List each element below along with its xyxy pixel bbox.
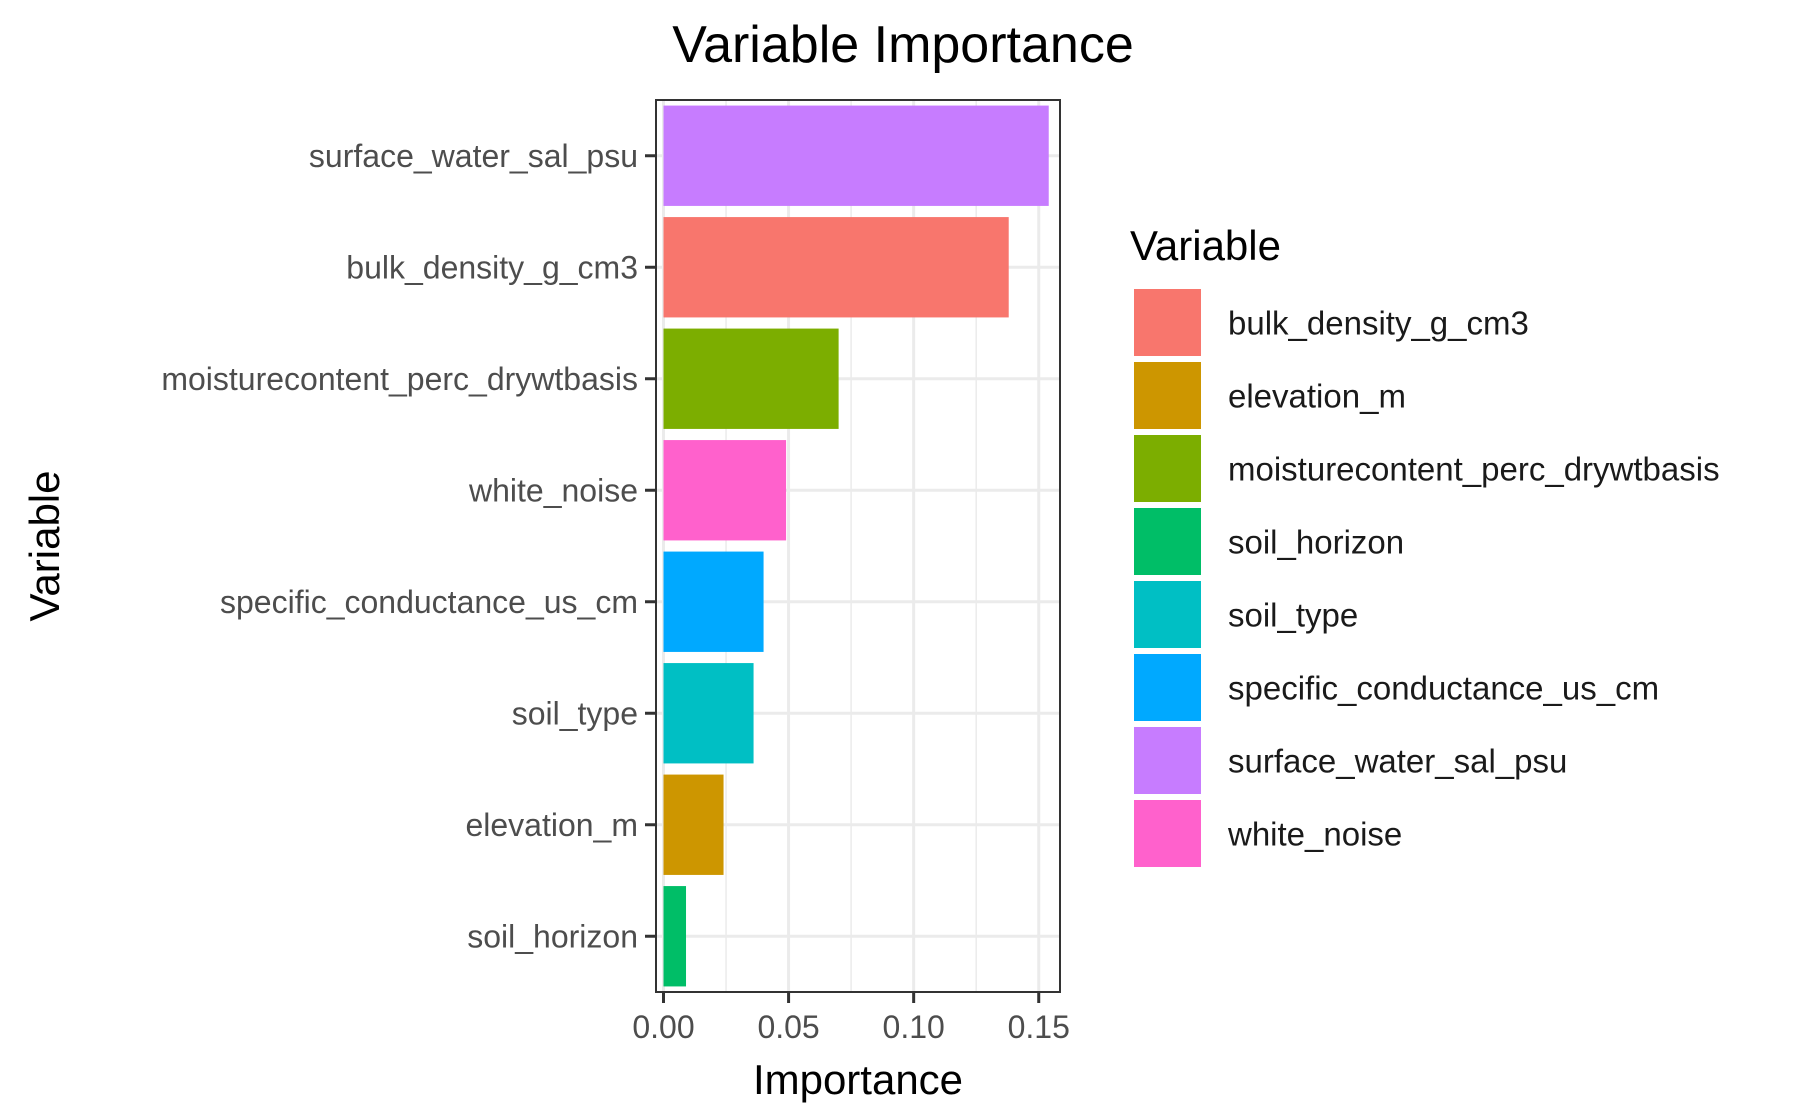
plot-panel xyxy=(655,99,1061,993)
bar-white-noise xyxy=(663,440,787,541)
bar-specific-conductance-us-cm xyxy=(663,551,764,652)
bar-soil-horizon xyxy=(663,886,687,987)
legend-label: soil_horizon xyxy=(1228,524,1404,561)
y-tick-label: moisturecontent_perc_drywtbasis xyxy=(161,361,638,397)
bar-bulk-density-g-cm3 xyxy=(663,217,1009,318)
legend-title: Variable xyxy=(1130,222,1281,269)
legend-key-white-noise xyxy=(1134,800,1201,867)
y-tick-label: specific_conductance_us_cm xyxy=(220,584,638,620)
legend-label: elevation_m xyxy=(1228,378,1406,415)
legend-label: specific_conductance_us_cm xyxy=(1228,670,1659,707)
x-tick-label: 0.05 xyxy=(757,1009,819,1045)
y-tick-label: white_noise xyxy=(468,472,638,508)
y-tick-label: soil_type xyxy=(512,695,638,731)
bar-surface-water-sal-psu xyxy=(663,105,1049,206)
bar-elevation-m xyxy=(663,774,724,875)
legend-key-specific-conductance-us-cm xyxy=(1134,654,1201,721)
x-tick-label: 0.15 xyxy=(1008,1009,1070,1045)
x-axis-title: Importance xyxy=(753,1056,963,1103)
bars xyxy=(663,105,1049,987)
legend-key-soil-type xyxy=(1134,581,1201,648)
axes: surface_water_sal_psu bulk_density_g_cm3m… xyxy=(161,138,1070,1045)
legend-key-moisturecontent-perc-drywtbasis xyxy=(1134,435,1201,502)
legend-key-soil-horizon xyxy=(1134,508,1201,575)
legend-label: surface_water_sal_psu xyxy=(1228,743,1567,780)
x-tick-label: 0.00 xyxy=(632,1009,694,1045)
bar-soil-type xyxy=(663,663,754,764)
legend-label: white_noise xyxy=(1227,816,1402,853)
legend-label: bulk_density_g_cm3 xyxy=(1228,305,1529,342)
legend: Variable bulk_density_g_cm3 elevation_mmo… xyxy=(1130,222,1720,867)
y-tick-label: bulk_density_g_cm3 xyxy=(346,249,638,285)
x-tick-label: 0.10 xyxy=(883,1009,945,1045)
chart-title: Variable Importance xyxy=(672,16,1134,74)
y-axis-title: Variable xyxy=(21,471,68,622)
y-tick-label: elevation_m xyxy=(465,807,638,843)
y-tick-label: surface_water_sal_psu xyxy=(309,138,638,174)
y-tick-label: soil_horizon xyxy=(467,918,638,954)
legend-key-bulk-density-g-cm3 xyxy=(1134,289,1201,356)
bar-moisturecontent-perc-drywtbasis xyxy=(663,328,839,429)
legend-key-surface-water-sal-psu xyxy=(1134,727,1201,794)
legend-label: soil_type xyxy=(1228,597,1358,634)
legend-label: moisturecontent_perc_drywtbasis xyxy=(1228,451,1720,488)
legend-key-elevation-m xyxy=(1134,362,1201,429)
